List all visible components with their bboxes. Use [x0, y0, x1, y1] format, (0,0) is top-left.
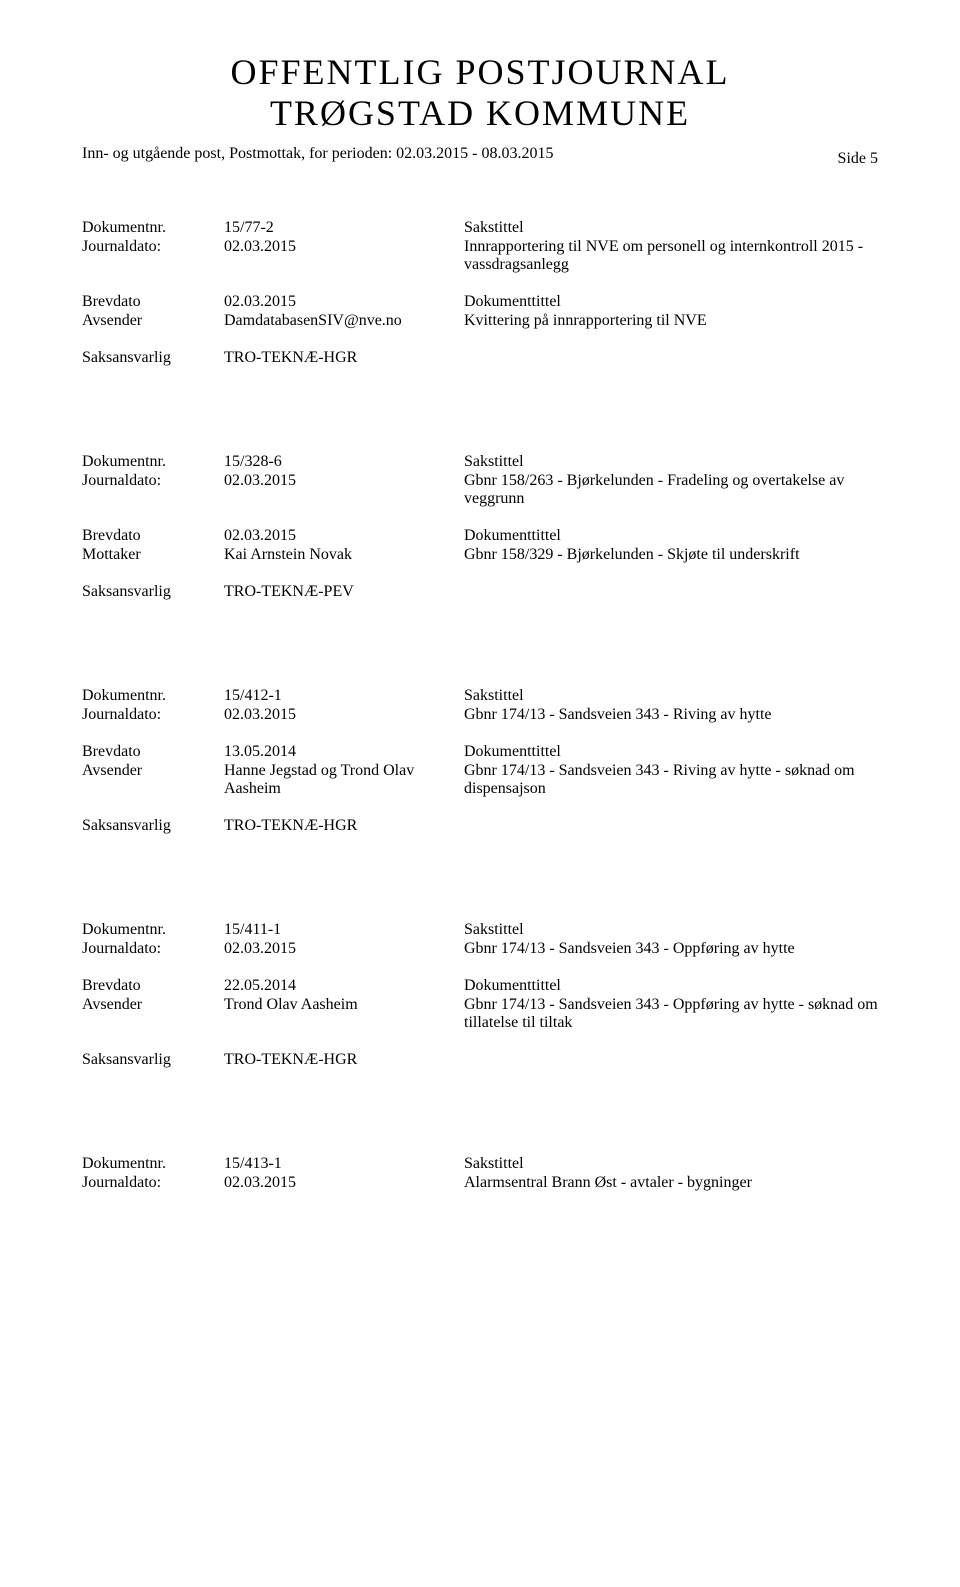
party-label: Mottaker	[82, 546, 224, 564]
sakstittel-value: Innrapportering til NVE om personell og …	[464, 238, 878, 274]
journal-entry: Dokumentnr.15/412-1Sakstittel Journaldato…	[82, 687, 878, 835]
journaldato-value: 02.03.2015	[224, 706, 464, 724]
entries-list: Dokumentnr.15/77-2SakstittelJournaldato:…	[82, 219, 878, 1192]
saksansvarlig-label: Saksansvarlig	[82, 349, 224, 367]
party-value: Hanne Jegstad og Trond Olav Aasheim	[224, 762, 464, 798]
brevdato-label: Brevdato	[82, 977, 224, 995]
saksansvarlig-label: Saksansvarlig	[82, 1051, 224, 1069]
subtitle: Inn- og utgående post, Postmottak, for p…	[82, 145, 878, 163]
journaldato-label: Journaldato:	[82, 472, 224, 490]
saksansvarlig-value: TRO-TEKNÆ-HGR	[224, 817, 464, 835]
journaldato-value: 02.03.2015	[224, 1174, 464, 1192]
dokumentnr-label: Dokumentnr.	[82, 1155, 224, 1173]
dokumentnr-value: 15/77-2	[224, 219, 464, 237]
journaldato-value: 02.03.2015	[224, 472, 464, 490]
journaldato-value: 02.03.2015	[224, 940, 464, 958]
brevdato-label: Brevdato	[82, 527, 224, 545]
saksansvarlig-value: TRO-TEKNÆ-PEV	[224, 583, 464, 601]
journaldato-label: Journaldato:	[82, 1174, 224, 1192]
dokumenttittel-label: Dokumenttittel	[464, 977, 878, 995]
brevdato-label: Brevdato	[82, 293, 224, 311]
dokumenttittel-value: Kvittering på innrapportering til NVE	[464, 312, 878, 330]
brevdato-value: 02.03.2015	[224, 527, 464, 545]
title-line-2: TRØGSTAD KOMMUNE	[82, 93, 878, 134]
brevdato-value: 22.05.2014	[224, 977, 464, 995]
dokumentnr-label: Dokumentnr.	[82, 453, 224, 471]
dokumentnr-label: Dokumentnr.	[82, 687, 224, 705]
dokumenttittel-value: Gbnr 174/13 - Sandsveien 343 - Oppføring…	[464, 996, 878, 1032]
sakstittel-label: Sakstittel	[464, 921, 878, 939]
sakstittel-label: Sakstittel	[464, 219, 878, 237]
dokumenttittel-label: Dokumenttittel	[464, 527, 878, 545]
journaldato-label: Journaldato:	[82, 238, 224, 256]
dokumentnr-label: Dokumentnr.	[82, 219, 224, 237]
sakstittel-value: Gbnr 174/13 - Sandsveien 343 - Riving av…	[464, 706, 878, 724]
dokumentnr-value: 15/412-1	[224, 687, 464, 705]
dokumentnr-value: 15/413-1	[224, 1155, 464, 1173]
page-number: Side 5	[838, 150, 878, 168]
page: OFFENTLIG POSTJOURNAL TRØGSTAD KOMMUNE I…	[0, 0, 960, 1587]
sakstittel-label: Sakstittel	[464, 687, 878, 705]
party-value: Kai Arnstein Novak	[224, 546, 464, 564]
journal-entry: Dokumentnr.15/411-1Sakstittel Journaldato…	[82, 921, 878, 1069]
journaldato-label: Journaldato:	[82, 706, 224, 724]
journal-entry: Dokumentnr.15/328-6Sakstittel Journaldato…	[82, 453, 878, 601]
dokumenttittel-label: Dokumenttittel	[464, 743, 878, 761]
journaldato-value: 02.03.2015	[224, 238, 464, 256]
dokumentnr-label: Dokumentnr.	[82, 921, 224, 939]
brevdato-label: Brevdato	[82, 743, 224, 761]
dokumenttittel-value: Gbnr 174/13 - Sandsveien 343 - Riving av…	[464, 762, 878, 798]
journaldato-label: Journaldato:	[82, 940, 224, 958]
party-value: DamdatabasenSIV@nve.no	[224, 312, 464, 330]
brevdato-value: 13.05.2014	[224, 743, 464, 761]
sakstittel-label: Sakstittel	[464, 1155, 878, 1173]
party-value: Trond Olav Aasheim	[224, 996, 464, 1014]
sakstittel-value: Gbnr 158/263 - Bjørkelunden - Fradeling …	[464, 472, 878, 508]
sakstittel-label: Sakstittel	[464, 453, 878, 471]
party-label: Avsender	[82, 762, 224, 780]
dokumenttittel-label: Dokumenttittel	[464, 293, 878, 311]
saksansvarlig-value: TRO-TEKNÆ-HGR	[224, 1051, 464, 1069]
party-label: Avsender	[82, 996, 224, 1014]
journal-entry: Dokumentnr.15/413-1Sakstittel Journaldato…	[82, 1155, 878, 1192]
saksansvarlig-label: Saksansvarlig	[82, 817, 224, 835]
sakstittel-value: Alarmsentral Brann Øst - avtaler - bygni…	[464, 1174, 878, 1192]
dokumenttittel-value: Gbnr 158/329 - Bjørkelunden - Skjøte til…	[464, 546, 878, 564]
saksansvarlig-label: Saksansvarlig	[82, 583, 224, 601]
brevdato-value: 02.03.2015	[224, 293, 464, 311]
journal-entry: Dokumentnr.15/77-2Sakstittel Journaldato:…	[82, 219, 878, 367]
dokumentnr-value: 15/328-6	[224, 453, 464, 471]
saksansvarlig-value: TRO-TEKNÆ-HGR	[224, 349, 464, 367]
sakstittel-value: Gbnr 174/13 - Sandsveien 343 - Oppføring…	[464, 940, 878, 958]
party-label: Avsender	[82, 312, 224, 330]
title-line-1: OFFENTLIG POSTJOURNAL	[82, 52, 878, 93]
dokumentnr-value: 15/411-1	[224, 921, 464, 939]
